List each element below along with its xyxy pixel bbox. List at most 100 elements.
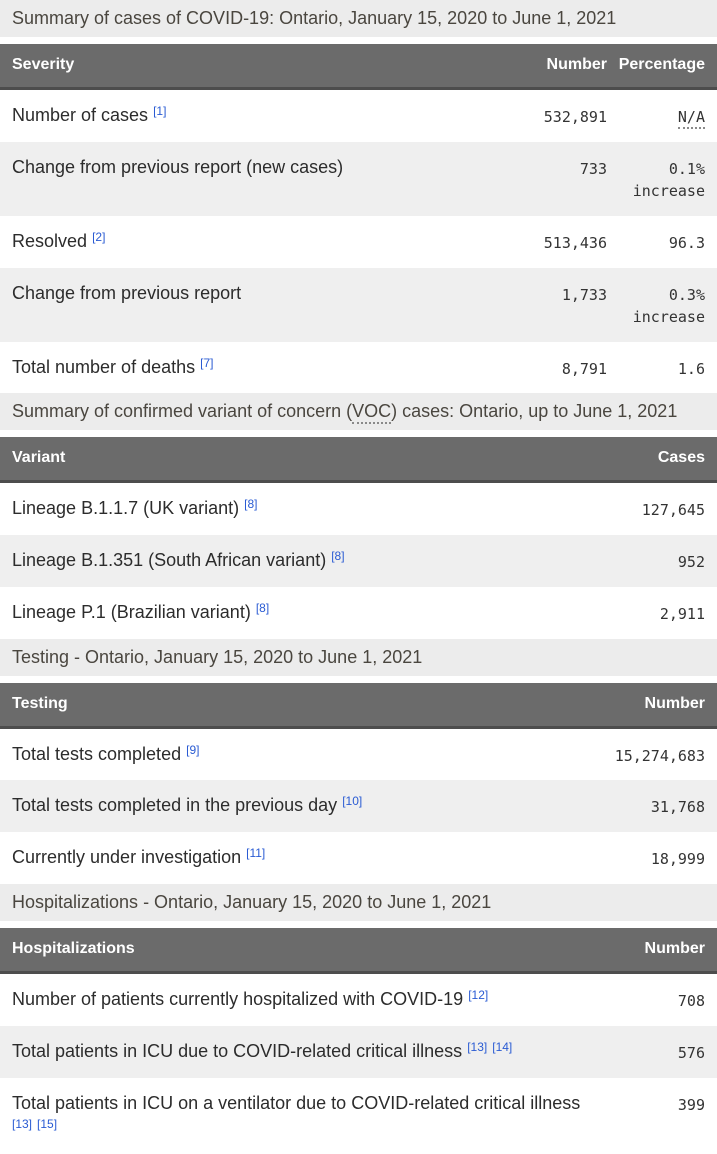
row-label: Number of patients currently hospitalize… [12, 988, 489, 1010]
footnote-link[interactable]: [8] [255, 600, 270, 615]
cases-cell: 952 [677, 553, 705, 572]
header-row: Variant Cases [0, 437, 717, 484]
row-label: Lineage B.1.1.7 (UK variant) [8] [12, 497, 258, 519]
row-label: Resolved [2] [12, 229, 106, 251]
hospitalizations-table: Hospitalizations Number Number of patien… [0, 928, 717, 1154]
table-row: Change from previous report (new cases) … [0, 141, 717, 216]
table-row: Total tests completed [9] 15,274,683 [0, 727, 717, 781]
number-cell: 1,733 [561, 285, 607, 304]
number-cell: 576 [677, 1043, 705, 1062]
cases-cell: 2,911 [659, 604, 705, 623]
table-row: Lineage B.1.351 (South African variant) … [0, 535, 717, 587]
section-variants-of-concern: Summary of confirmed variant of concern … [0, 393, 717, 639]
table-row: Currently under investigation [11] 18,99… [0, 832, 717, 885]
row-label: Total patients in ICU on a ventilator du… [12, 1092, 581, 1131]
column-header-severity: Severity [0, 44, 499, 90]
footnote-link[interactable]: [1] [153, 103, 167, 118]
number-cell: 532,891 [543, 107, 607, 126]
column-header-number: Number [499, 44, 607, 90]
number-cell: 8,791 [561, 359, 607, 378]
footnote-marker: [8] [331, 549, 344, 563]
row-label: Total number of deaths [7] [12, 355, 214, 377]
caption-text: Summary of confirmed variant of concern … [12, 398, 682, 425]
caption-text: Hospitalizations - Ontario, January 15, … [12, 892, 492, 913]
footnote-marker: [12] [468, 988, 488, 1002]
footnote-link[interactable]: [12] [468, 988, 489, 1003]
header-row: Testing Number [0, 682, 717, 729]
number-cell: 15,274,683 [614, 746, 705, 765]
footnote-marker: [15] [37, 1117, 57, 1131]
footnote-marker: [1] [153, 104, 166, 118]
table-row: Resolved [2] 513,436 96.3 [0, 215, 717, 268]
table-row: Change from previous report 1,733 0.3% i… [0, 267, 717, 342]
percentage-cell: 96.3 [668, 233, 705, 252]
number-cell: 708 [677, 992, 705, 1011]
voc-abbreviation: VOC [352, 401, 392, 425]
footnote-link[interactable]: [11] [246, 846, 266, 861]
footnote-marker: [10] [342, 794, 362, 808]
footnote-link[interactable]: [8] [331, 549, 345, 564]
table-row: Lineage B.1.1.7 (UK variant) [8] 127,645 [0, 481, 717, 536]
caption-text: Testing - Ontario, January 15, 2020 to J… [12, 646, 423, 667]
number-cell: 399 [677, 1095, 705, 1114]
table-row: Total patients in ICU on a ventilator du… [0, 1077, 717, 1154]
footnote-marker: [11] [246, 846, 265, 860]
section-testing: Testing - Ontario, January 15, 2020 to J… [0, 638, 717, 885]
caption-text: Summary of cases of COVID-19: Ontario, J… [12, 8, 617, 28]
footnote-link[interactable]: [9] [186, 742, 200, 757]
header-row: Hospitalizations Number [0, 928, 717, 975]
percentage-cell: 0.3% increase [632, 285, 705, 327]
percentage-cell: N/A [607, 88, 717, 141]
table-caption: Hospitalizations - Ontario, January 15, … [0, 884, 717, 922]
header-row: Severity Number Percentage [0, 44, 717, 90]
row-label: Lineage B.1.351 (South African variant) … [12, 549, 345, 571]
column-header-hospitalizations: Hospitalizations [0, 928, 607, 975]
row-label: Change from previous report [12, 282, 242, 303]
row-label: Number of cases [1] [12, 103, 167, 125]
footnote-link[interactable]: [10] [342, 794, 363, 809]
table-row: Total tests completed in the previous da… [0, 780, 717, 833]
column-header-cases: Cases [607, 437, 717, 484]
number-cell: 513,436 [543, 233, 607, 252]
table-row: Number of cases [1] 532,891 N/A [0, 88, 717, 142]
table-row: Total patients in ICU due to COVID-relat… [0, 1025, 717, 1078]
number-cell: 733 [579, 159, 607, 178]
footnote-link[interactable]: [2] [92, 229, 106, 244]
footnote-marker: [2] [92, 230, 105, 244]
section-hospitalizations: Hospitalizations - Ontario, January 15, … [0, 884, 717, 1154]
na-abbreviation: N/A [677, 107, 705, 129]
footnote-link[interactable]: [15] [37, 1116, 58, 1131]
column-header-number: Number [607, 928, 717, 975]
percentage-cell: 0.1% increase [632, 159, 705, 201]
footnote-link[interactable]: [8] [244, 497, 258, 512]
column-header-percentage: Percentage [607, 44, 717, 90]
footnote-link[interactable]: [13] [12, 1116, 33, 1131]
footnote-marker: [8] [244, 497, 257, 511]
footnote-marker: [14] [492, 1040, 512, 1054]
section-summary-of-cases: Summary of cases of COVID-19: Ontario, J… [0, 0, 717, 394]
number-cell: 18,999 [650, 850, 705, 869]
footnote-marker: [8] [256, 601, 269, 615]
row-label: Currently under investigation [11] [12, 846, 266, 868]
table-row: Lineage P.1 (Brazilian variant) [8] 2,91… [0, 586, 717, 639]
row-label: Lineage P.1 (Brazilian variant) [8] [12, 600, 270, 622]
table-caption: Summary of confirmed variant of concern … [0, 393, 717, 431]
table-caption: Testing - Ontario, January 15, 2020 to J… [0, 638, 717, 676]
footnote-marker: [13] [467, 1040, 487, 1054]
table-row: Number of patients currently hospitalize… [0, 972, 717, 1026]
testing-table: Testing Number Total tests completed [9]… [0, 682, 717, 885]
footnote-marker: [13] [12, 1117, 32, 1131]
footnote-link[interactable]: [13] [467, 1039, 488, 1054]
footnote-link[interactable]: [7] [200, 355, 214, 370]
column-header-number: Number [607, 682, 717, 729]
footnote-marker: [9] [186, 743, 199, 757]
column-header-testing: Testing [0, 682, 607, 729]
number-cell: 31,768 [650, 798, 705, 817]
footnote-marker: [7] [200, 356, 213, 370]
footnote-link[interactable]: [14] [492, 1039, 513, 1054]
cases-cell: 127,645 [641, 501, 705, 520]
row-label: Total patients in ICU due to COVID-relat… [12, 1039, 513, 1061]
table-row: Total number of deaths [7] 8,791 1.6 [0, 341, 717, 394]
voc-table: Variant Cases Lineage B.1.1.7 (UK varian… [0, 437, 717, 639]
row-label: Change from previous report (new cases) [12, 156, 344, 177]
